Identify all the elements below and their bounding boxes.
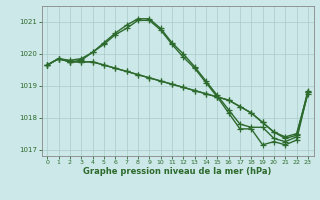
X-axis label: Graphe pression niveau de la mer (hPa): Graphe pression niveau de la mer (hPa) xyxy=(84,167,272,176)
